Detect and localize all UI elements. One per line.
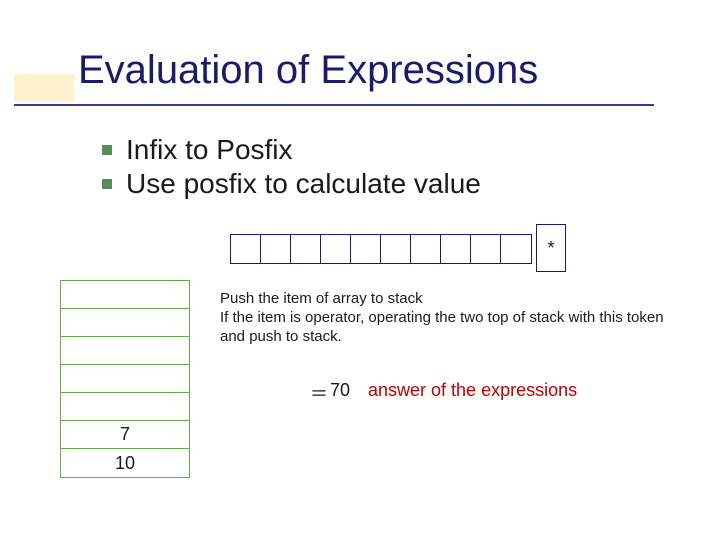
- bullet-text: Infix to Posfix: [126, 134, 293, 166]
- bullet-item: Use posfix to calculate value: [102, 168, 481, 200]
- answer-label: answer of the expressions: [368, 380, 577, 401]
- bullet-square-icon: [102, 179, 112, 189]
- stack-cell: [61, 393, 189, 421]
- stack-cell: [61, 365, 189, 393]
- slide-title: Evaluation of Expressions: [78, 48, 538, 93]
- array-cell: [231, 235, 261, 263]
- stack-cell: 10: [61, 449, 189, 477]
- stack-cell: [61, 309, 189, 337]
- array-cell: [381, 235, 411, 263]
- desc-line: Push the item of array to stack: [220, 290, 680, 309]
- array-cell: [321, 235, 351, 263]
- stack-cell: [61, 281, 189, 309]
- stack-cell: [61, 337, 189, 365]
- title-underline: [14, 104, 654, 106]
- bullet-text: Use posfix to calculate value: [126, 168, 481, 200]
- stack-diagram: 7 10: [60, 280, 190, 478]
- desc-line: If the item is operator, operating the t…: [220, 309, 680, 347]
- array-strip: [230, 234, 532, 264]
- answer-value: 70: [330, 380, 350, 401]
- array-cell: [471, 235, 501, 263]
- bullet-square-icon: [102, 145, 112, 155]
- bullet-item: Infix to Posfix: [102, 134, 481, 166]
- title-accent-block: [14, 74, 74, 102]
- array-cell: [441, 235, 471, 263]
- array-cell: [501, 235, 531, 263]
- algorithm-description: Push the item of array to stack If the i…: [220, 290, 680, 346]
- array-cell: [291, 235, 321, 263]
- stack-cell: 7: [61, 421, 189, 449]
- slide: Evaluation of Expressions Infix to Posfi…: [0, 0, 720, 540]
- array-cell: [351, 235, 381, 263]
- array-pointer-cell: *: [536, 224, 566, 272]
- array-cell: [411, 235, 441, 263]
- answer-equals: ＝: [310, 380, 328, 406]
- array-cell: [261, 235, 291, 263]
- bullet-list: Infix to Posfix Use posfix to calculate …: [102, 134, 481, 202]
